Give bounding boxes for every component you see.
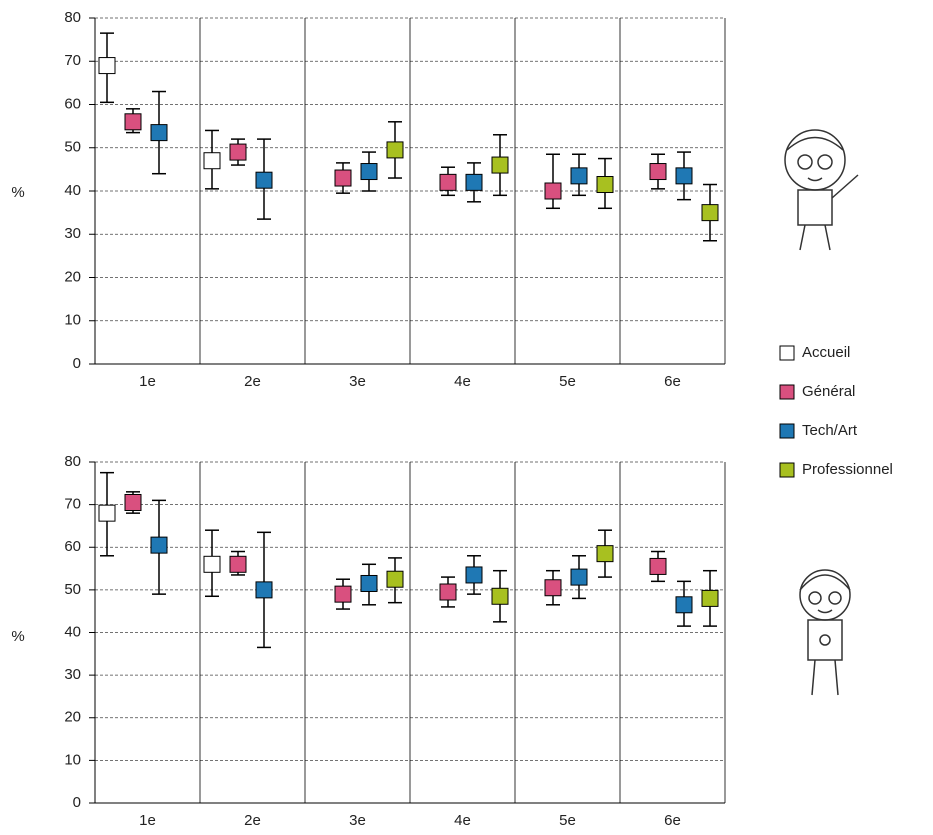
point	[386, 141, 404, 159]
y-tick-label: 0	[73, 794, 81, 811]
point	[386, 570, 404, 588]
x-tick-label: 1e	[139, 812, 156, 829]
point	[203, 152, 221, 170]
boy-illustration	[784, 129, 859, 251]
legend-label: Général	[802, 383, 855, 400]
y-tick-label: 10	[64, 751, 81, 768]
point	[439, 583, 457, 601]
y-tick-label: 30	[64, 225, 81, 242]
y-tick-label: 40	[64, 623, 81, 640]
point	[203, 555, 221, 573]
x-tick-label: 5e	[559, 812, 576, 829]
x-tick-label: 4e	[454, 812, 471, 829]
point	[570, 167, 588, 185]
point	[596, 545, 614, 563]
girl-illustration	[799, 569, 851, 696]
y-tick-label: 70	[64, 496, 81, 513]
y-tick-label: 0	[73, 355, 81, 372]
x-tick-label: 1e	[139, 373, 156, 390]
point	[124, 493, 142, 511]
y-tick-label: 20	[64, 268, 81, 285]
y-tick-label: 50	[64, 581, 81, 598]
point	[255, 171, 273, 189]
point	[334, 169, 352, 187]
legend-swatch	[779, 423, 795, 439]
point	[334, 585, 352, 603]
y-tick-label: 40	[64, 182, 81, 199]
point	[98, 504, 116, 522]
point	[150, 536, 168, 554]
x-tick-label: 2e	[244, 812, 261, 829]
point	[229, 555, 247, 573]
point	[701, 589, 719, 607]
legend-label: Tech/Art	[802, 422, 858, 439]
point	[491, 587, 509, 605]
point	[465, 173, 483, 191]
y-tick-label: 50	[64, 139, 81, 156]
point	[229, 143, 247, 161]
x-tick-label: 3e	[349, 373, 366, 390]
point	[570, 568, 588, 586]
point	[544, 182, 562, 200]
legend-swatch	[779, 462, 795, 478]
y-axis-label: %	[11, 184, 24, 201]
legend-swatch	[779, 384, 795, 400]
point	[360, 163, 378, 181]
point	[649, 557, 667, 575]
point	[439, 173, 457, 191]
y-tick-label: 60	[64, 538, 81, 555]
point	[491, 156, 509, 174]
y-tick-label: 70	[64, 52, 81, 69]
x-tick-label: 6e	[664, 373, 681, 390]
point	[649, 163, 667, 181]
point	[596, 176, 614, 194]
x-tick-label: 5e	[559, 373, 576, 390]
point	[544, 579, 562, 597]
y-tick-label: 80	[64, 9, 81, 26]
y-tick-label: 10	[64, 312, 81, 329]
point	[150, 124, 168, 142]
point	[124, 113, 142, 131]
legend-label: Accueil	[802, 344, 850, 361]
legend-label: Professionnel	[802, 461, 893, 478]
x-tick-label: 6e	[664, 812, 681, 829]
point	[255, 581, 273, 599]
point	[98, 57, 116, 75]
y-tick-label: 20	[64, 709, 81, 726]
y-axis-label: %	[11, 628, 24, 645]
point	[465, 566, 483, 584]
x-tick-label: 3e	[349, 812, 366, 829]
y-tick-label: 80	[64, 453, 81, 470]
point	[675, 596, 693, 614]
x-tick-label: 2e	[244, 373, 261, 390]
x-tick-label: 4e	[454, 373, 471, 390]
point	[360, 574, 378, 592]
y-tick-label: 60	[64, 95, 81, 112]
y-tick-label: 30	[64, 666, 81, 683]
legend-swatch	[779, 345, 795, 361]
point	[675, 167, 693, 185]
point	[701, 204, 719, 222]
